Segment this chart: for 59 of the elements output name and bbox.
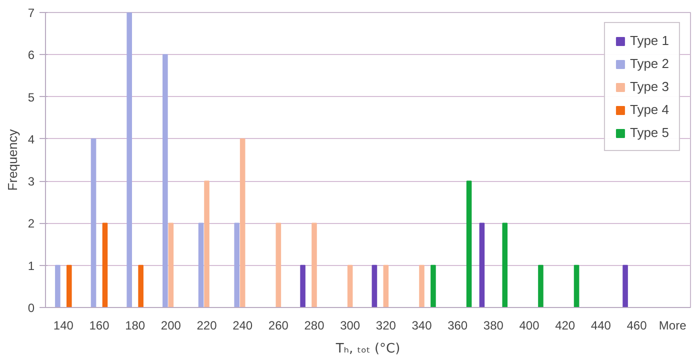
y-tick-label: 4: [28, 132, 35, 146]
x-tick-label: 360: [448, 318, 468, 332]
legend-label: Type 2: [630, 56, 669, 71]
bar: [574, 264, 580, 308]
bar: [479, 222, 485, 308]
bar: [102, 222, 108, 308]
bar: [622, 264, 628, 308]
bar: [276, 222, 282, 308]
x-tick-label: 280: [304, 318, 325, 332]
y-tick-label: 3: [28, 174, 35, 189]
x-tick-label: 380: [483, 318, 504, 332]
x-tick-label: More: [658, 318, 687, 332]
x-tick-label: 240: [232, 318, 253, 332]
bar: [90, 138, 96, 308]
x-tick-label: 140: [53, 318, 74, 332]
bar: [372, 264, 378, 308]
bar: [126, 12, 132, 308]
y-tick-label: 2: [28, 216, 35, 231]
x-tick-label: 420: [555, 318, 576, 332]
y-tick-label: 0: [28, 301, 35, 315]
x-tick-label: 160: [89, 318, 110, 332]
x-tick-label: 460: [626, 318, 648, 332]
x-tick-label: 340: [412, 318, 432, 332]
legend-label: Type 4: [630, 102, 669, 117]
x-axis-title: Tₕ, ₜₒₜ (°C): [334, 342, 400, 356]
bar: [55, 264, 60, 308]
bar: [347, 264, 353, 308]
x-tick-label: 200: [160, 318, 182, 332]
x-tick-label: 180: [125, 318, 146, 332]
bar: [300, 264, 306, 308]
bar: [383, 264, 389, 308]
bar: [312, 222, 317, 308]
x-tick-label: 320: [376, 318, 396, 332]
bar: [240, 138, 246, 308]
y-tick-label: 5: [28, 90, 35, 104]
x-tick-label: 220: [196, 318, 218, 332]
bar: [538, 264, 544, 308]
bar: [502, 222, 508, 308]
bar: [168, 222, 174, 308]
bar: [430, 264, 436, 308]
legend-label: Type 1: [630, 33, 669, 48]
x-tick-label: 400: [519, 318, 540, 332]
bar: [419, 264, 424, 308]
y-tick-label: 7: [28, 6, 35, 20]
bar: [162, 54, 168, 308]
x-tick-label: 300: [340, 318, 360, 332]
y-axis-title: Frequency: [4, 128, 20, 191]
bar: [198, 222, 204, 308]
y-tick-label: 1: [28, 258, 35, 273]
legend-label: Type 5: [630, 125, 669, 140]
bar: [66, 264, 72, 308]
bar: [204, 180, 210, 308]
x-tick-label: 260: [268, 318, 289, 332]
legend-label: Type 3: [630, 79, 669, 94]
bar: [234, 222, 240, 308]
x-tick-label: 440: [590, 318, 612, 332]
bar: [138, 264, 144, 308]
y-tick-label: 6: [28, 48, 35, 62]
bar: [466, 180, 472, 308]
